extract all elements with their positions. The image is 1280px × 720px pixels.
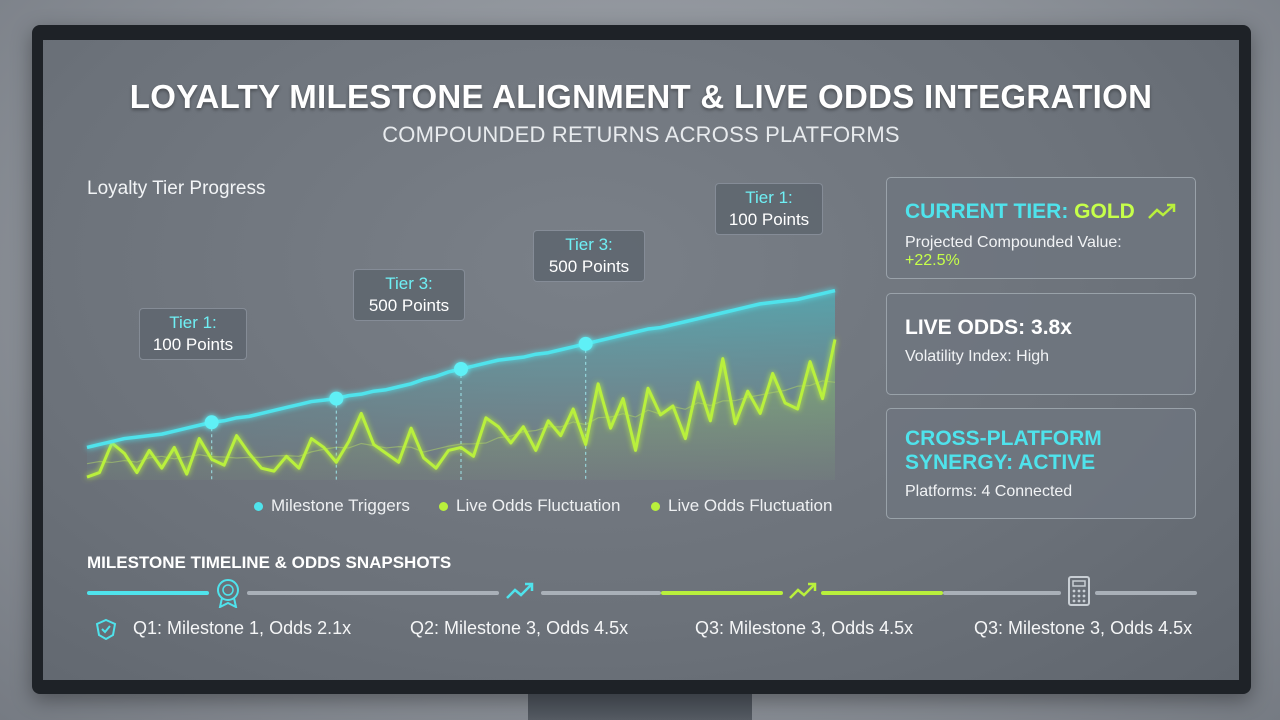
timeline-segment: [541, 591, 661, 595]
callout-points: 100 Points: [728, 210, 810, 229]
monitor-stand: [528, 694, 752, 720]
callout-tier: Tier 3:: [565, 235, 613, 254]
trend-up-icon: [1148, 203, 1176, 219]
timeline-segment: [1095, 591, 1197, 595]
synergy-card: CROSS-PLATFORM SYNERGY: ACTIVE Platforms…: [886, 408, 1196, 519]
trend-up-icon[interactable]: [788, 580, 818, 602]
dashboard-screen: LOYALTY MILESTONE ALIGNMENT & LIVE ODDS …: [43, 40, 1239, 680]
current-tier-heading: CURRENT TIER: GOLD: [905, 200, 1135, 223]
odds-area: [87, 339, 835, 480]
volatility-index: Volatility Index: High: [905, 348, 1050, 365]
badge-icon[interactable]: [214, 576, 242, 608]
tier-value: GOLD: [1074, 200, 1135, 223]
callout-tier: Tier 3:: [385, 274, 433, 293]
legend-label: Milestone Triggers: [271, 496, 410, 515]
legend-item-odds: Live Odds Fluctuation: [439, 496, 620, 516]
callout-points: 500 Points: [368, 296, 450, 315]
timeline-segment: [821, 591, 943, 595]
platforms-connected: Platforms: 4 Connected: [905, 483, 1073, 500]
synergy-heading-line1: CROSS-PLATFORM: [905, 427, 1102, 450]
timeline-segment: [943, 591, 1061, 595]
callout-points: 500 Points: [548, 257, 630, 276]
legend-dot: [439, 501, 448, 511]
milestone-point: [204, 415, 219, 430]
legend-label: Live Odds Fluctuation: [668, 496, 833, 515]
timeline-item-q1: Q1: Milestone 1, Odds 2.1x: [133, 618, 352, 638]
milestone-point: [578, 336, 593, 351]
callout-tier: Tier 1:: [169, 313, 217, 332]
loyalty-chart: [86, 288, 837, 480]
timeline-title: MILESTONE TIMELINE & ODDS SNAPSHOTS: [87, 553, 452, 572]
live-odds-heading: LIVE ODDS: 3.8x: [905, 316, 1072, 339]
chart-label: Loyalty Tier Progress: [87, 178, 266, 199]
current-tier-card: CURRENT TIER: GOLD Projected Compounded …: [886, 177, 1196, 279]
milestone-callout-1: Tier 1: 100 Points: [139, 308, 247, 360]
legend-dot: [254, 501, 263, 511]
projected-value-number: +22.5%: [905, 252, 960, 269]
shield-icon: [95, 618, 117, 640]
milestone-callout-3: Tier 3: 500 Points: [533, 230, 645, 282]
calculator-icon[interactable]: [1066, 575, 1092, 607]
milestone-point: [329, 391, 344, 406]
page-subtitle: COMPOUNDED RETURNS ACROSS PLATFORMS: [382, 122, 900, 147]
synergy-heading-line2: SYNERGY: ACTIVE: [905, 451, 1096, 474]
timeline-segment: [661, 591, 783, 595]
trend-up-icon[interactable]: [505, 580, 535, 602]
timeline-item-q4: Q3: Milestone 3, Odds 4.5x: [974, 618, 1193, 638]
legend-dot: [651, 501, 660, 511]
legend-item-odds-2: Live Odds Fluctuation: [651, 496, 832, 516]
legend-label: Live Odds Fluctuation: [456, 496, 621, 515]
callout-points: 100 Points: [152, 335, 234, 354]
page-title: LOYALTY MILESTONE ALIGNMENT & LIVE ODDS …: [129, 78, 1153, 115]
milestone-callout-2: Tier 3: 500 Points: [353, 269, 465, 321]
timeline-segment: [247, 591, 499, 595]
callout-tier: Tier 1:: [745, 188, 793, 207]
live-odds-card: LIVE ODDS: 3.8x Volatility Index: High: [886, 293, 1196, 395]
milestone-callout-4: Tier 1: 100 Points: [715, 183, 823, 235]
legend-item-milestone: Milestone Triggers: [254, 496, 410, 516]
odds-series-line: [86, 339, 837, 479]
timeline-item-q3: Q3: Milestone 3, Odds 4.5x: [695, 618, 914, 638]
projected-value: Projected Compounded Value: +22.5%: [905, 234, 1122, 269]
timeline-segment: [87, 591, 209, 595]
milestone-point: [454, 362, 468, 376]
timeline-item-q2: Q2: Milestone 3, Odds 4.5x: [410, 618, 629, 638]
